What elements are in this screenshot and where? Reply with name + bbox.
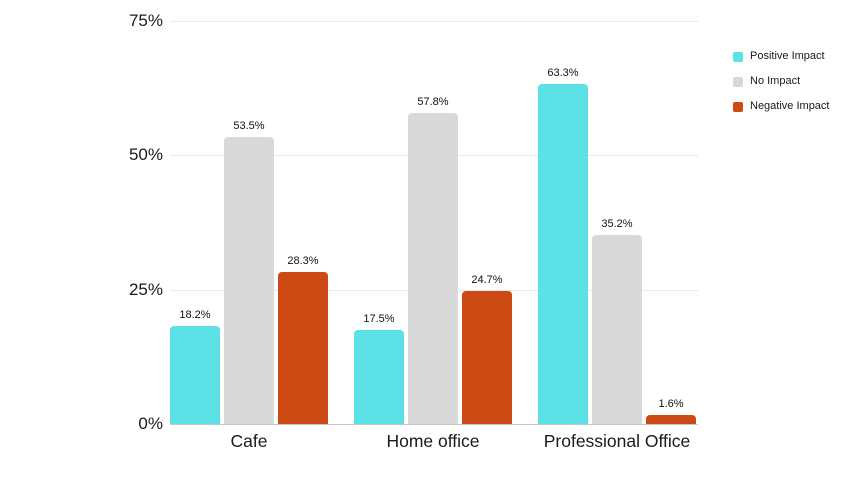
legend-item-negative-impact: Negative Impact <box>733 101 829 112</box>
legend: Positive Impact No Impact Negative Impact <box>733 51 829 126</box>
legend-swatch-icon-positive-impact <box>733 51 743 62</box>
bar-value-label-positive-impact-professional-office: 63.3% <box>547 66 579 79</box>
bar-value-label-negative-impact-cafe: 28.3% <box>287 254 319 267</box>
x-axis-label-home-office: Home office <box>386 431 480 451</box>
legend-swatch-icon-negative-impact <box>733 101 743 112</box>
bar-no-impact-home-office <box>408 113 458 424</box>
bar-negative-impact-professional-office <box>646 415 696 424</box>
bar-value-label-no-impact-cafe: 53.5% <box>233 119 265 132</box>
bar-value-label-no-impact-home-office: 57.8% <box>417 96 449 109</box>
bar-negative-impact-cafe <box>278 271 328 424</box>
bar-no-impact-cafe <box>224 136 274 424</box>
bar-no-impact-professional-office <box>592 234 642 424</box>
legend-label-positive-impact: Positive Impact <box>750 50 825 62</box>
bar-value-label-no-impact-professional-office: 35.2% <box>601 217 633 230</box>
y-tick-label-25: 25% <box>128 279 163 299</box>
legend-item-no-impact: No Impact <box>733 76 829 87</box>
bar-positive-impact-professional-office <box>538 83 588 424</box>
bar-value-label-negative-impact-professional-office: 1.6% <box>658 398 684 411</box>
legend-swatch-icon-no-impact <box>733 76 743 87</box>
y-tick-label-0: 0% <box>138 414 163 433</box>
bar-value-label-positive-impact-home-office: 17.5% <box>363 312 395 325</box>
bar-positive-impact-cafe <box>170 326 220 424</box>
bar-value-label-negative-impact-home-office: 24.7% <box>471 274 503 287</box>
y-tick-label-50: 50% <box>128 145 163 165</box>
bar-negative-impact-home-office <box>462 291 512 424</box>
x-axis-line <box>170 424 698 425</box>
y-tick-label-75: 75% <box>128 11 163 30</box>
bar-value-label-positive-impact-cafe: 18.2% <box>179 309 211 322</box>
bar-positive-impact-home-office <box>354 329 404 424</box>
legend-label-no-impact: No Impact <box>750 75 801 87</box>
legend-label-negative-impact: Negative Impact <box>750 100 830 112</box>
x-axis-label-professional-office: Professional Office <box>543 431 691 451</box>
gridline-75 <box>170 21 698 22</box>
legend-item-positive-impact: Positive Impact <box>733 51 829 62</box>
x-axis-label-cafe: Cafe <box>230 431 268 451</box>
